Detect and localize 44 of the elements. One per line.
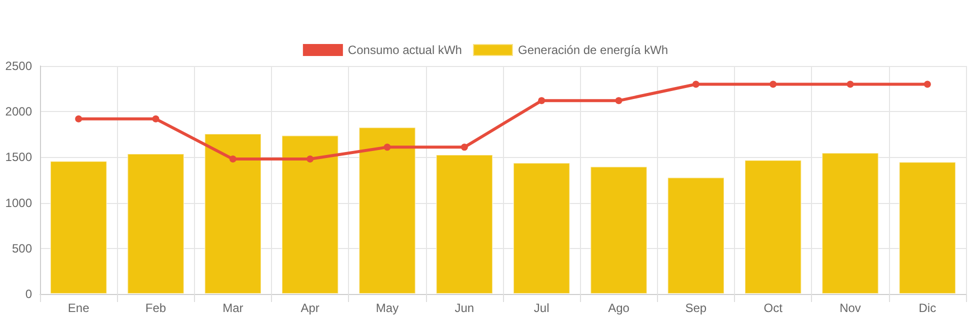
bar — [127, 154, 184, 294]
x-tick-label: Oct — [764, 301, 784, 315]
y-tick-label: 1000 — [5, 196, 32, 210]
bar — [822, 152, 879, 294]
x-tick-label: Jun — [454, 301, 474, 315]
y-tick-label: 0 — [25, 287, 32, 301]
bar — [590, 166, 648, 294]
bar — [50, 160, 108, 294]
point — [152, 115, 160, 122]
legend-label: Generación de energía kWh — [518, 43, 668, 57]
y-tick-label: 2500 — [5, 59, 32, 73]
bar — [898, 162, 956, 294]
point — [770, 80, 777, 88]
x-tick-label: Feb — [145, 301, 166, 315]
point — [615, 97, 622, 104]
y-tick-label: 500 — [12, 241, 32, 256]
legend-label: Consumo actual kWh — [348, 43, 462, 57]
x-tick-label: Jul — [534, 301, 550, 315]
y-tick-label: 1500 — [5, 150, 32, 164]
bar — [436, 154, 493, 294]
bar — [204, 133, 262, 294]
x-tick-label: Ene — [68, 301, 90, 315]
point — [229, 156, 236, 163]
point — [846, 80, 854, 88]
x-tick-label: Ago — [608, 301, 630, 315]
point — [384, 144, 391, 151]
x-tick-label: Dic — [918, 301, 936, 315]
x-tick-label: Nov — [840, 301, 861, 315]
bar — [744, 160, 802, 294]
bar — [667, 177, 724, 294]
point — [306, 156, 314, 163]
bar — [358, 127, 416, 294]
x-tick-label: May — [376, 301, 399, 315]
point — [692, 80, 700, 88]
point — [75, 115, 82, 122]
point — [460, 144, 468, 151]
x-tick-label: Mar — [222, 301, 244, 315]
bar — [513, 162, 570, 294]
y-tick-label: 2000 — [5, 104, 32, 119]
point — [538, 97, 546, 104]
point — [924, 80, 931, 88]
bar — [282, 135, 339, 294]
x-tick-label: Sep — [685, 301, 707, 315]
x-tick-label: Apr — [300, 301, 320, 315]
